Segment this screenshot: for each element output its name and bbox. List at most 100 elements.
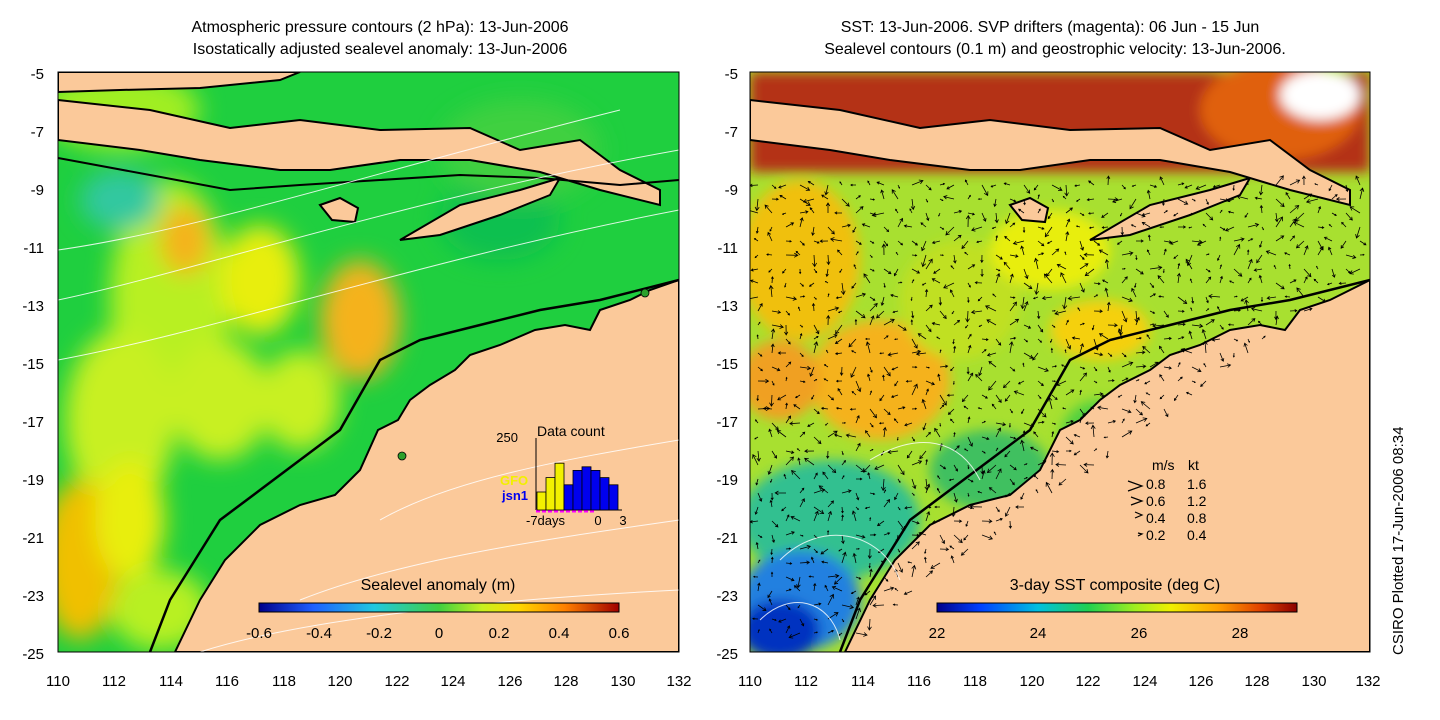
velocity-arrow xyxy=(850,366,857,378)
velocity-arrow xyxy=(813,341,819,354)
velocity-arrow xyxy=(1131,184,1137,187)
velocity-arrow xyxy=(911,365,918,369)
velocity-arrow xyxy=(824,184,829,196)
velocity-arrow xyxy=(768,598,773,606)
velocity-arrow xyxy=(827,464,837,474)
velocity-arrow xyxy=(785,514,790,522)
velocity-arrow xyxy=(953,534,963,544)
velocity-arrow xyxy=(1301,175,1306,186)
velocity-arrow xyxy=(769,628,773,634)
velocity-arrow xyxy=(768,284,774,298)
velocity-arrow xyxy=(869,568,873,578)
velocity-arrow xyxy=(764,204,773,214)
velocity-arrow xyxy=(1130,224,1137,228)
right-xtick: 124 xyxy=(1132,673,1157,690)
velocity-arrow xyxy=(981,469,986,480)
data-count-bar xyxy=(545,477,556,511)
sst-colorbar-tick: 22 xyxy=(929,625,946,642)
velocity-arrow xyxy=(755,541,759,550)
velocity-arrow xyxy=(964,179,969,186)
velocity-arrow xyxy=(864,337,870,341)
velocity-arrow xyxy=(1023,463,1028,466)
velocity-arrow xyxy=(995,394,1002,404)
velocity-arrow xyxy=(951,310,955,315)
velocity-arrow xyxy=(854,318,858,326)
velocity-arrow xyxy=(934,505,940,509)
velocity-arrow xyxy=(869,240,875,244)
sst-colorbar-tick: 26 xyxy=(1131,625,1148,642)
velocity-arrow xyxy=(1051,431,1055,438)
velocity-arrow xyxy=(1188,330,1193,340)
velocity-arrow xyxy=(1079,389,1082,396)
velocity-arrow xyxy=(953,345,957,354)
velocity-arrow xyxy=(807,180,815,186)
velocity-arrow xyxy=(1121,267,1126,270)
velocity-arrow xyxy=(946,393,955,397)
velocity-arrow xyxy=(841,534,845,545)
velocity-arrow xyxy=(953,319,961,326)
velocity-arrow xyxy=(976,240,983,244)
left-ytick: -23 xyxy=(22,588,44,605)
velocity-arrow xyxy=(799,380,806,383)
velocity-arrow xyxy=(752,617,759,621)
velocity-arrow xyxy=(993,198,997,208)
velocity-arrow xyxy=(1079,240,1085,251)
velocity-arrow xyxy=(939,364,949,369)
velocity-arrow xyxy=(1303,276,1308,284)
velocity-arrow xyxy=(1015,505,1024,509)
velocity-arrow xyxy=(771,324,784,329)
velocity-arrow xyxy=(883,532,891,536)
velocity-arrow xyxy=(852,552,857,564)
velocity-arrow xyxy=(1219,363,1232,368)
velocity-arrow xyxy=(1258,184,1264,196)
velocity-arrow xyxy=(1247,222,1260,228)
velocity-arrow xyxy=(1004,235,1011,242)
velocity-arrow xyxy=(841,551,847,564)
velocity-arrow xyxy=(931,321,941,326)
velocity-arrow xyxy=(777,394,787,401)
velocity-arrow xyxy=(1205,319,1215,326)
velocity-arrow xyxy=(883,408,891,416)
velocity-arrow xyxy=(770,276,774,284)
sealevel-colorbar-tick: 0.6 xyxy=(609,625,630,642)
velocity-arrow xyxy=(894,492,899,501)
velocity-arrow xyxy=(967,194,971,200)
velocity-arrow xyxy=(771,450,778,459)
velocity-arrow xyxy=(834,352,843,356)
velocity-arrow xyxy=(1009,336,1017,340)
velocity-arrow xyxy=(799,282,804,287)
velocity-arrow xyxy=(813,582,817,592)
velocity-arrow xyxy=(1327,246,1333,256)
velocity-arrow xyxy=(1037,194,1040,200)
velocity-arrow xyxy=(1275,198,1285,208)
velocity-arrow xyxy=(855,292,867,298)
velocity-arrow xyxy=(1107,366,1111,373)
velocity-arrow xyxy=(755,478,759,486)
velocity-arrow xyxy=(1158,345,1165,354)
velocity-arrow xyxy=(1141,212,1151,217)
velocity-arrow xyxy=(946,184,955,190)
timor-island xyxy=(399,176,563,241)
shelf-contour-sst xyxy=(838,278,1370,652)
velocity-arrow xyxy=(893,268,899,277)
velocity-arrow xyxy=(1345,212,1353,221)
velocity-arrow xyxy=(988,380,997,391)
velocity-arrow xyxy=(778,184,787,189)
velocity-arrow xyxy=(1159,176,1165,186)
velocity-arrow xyxy=(1106,301,1111,312)
velocity-arrow xyxy=(905,379,913,383)
left-ytick: -17 xyxy=(22,414,44,431)
velocity-arrow xyxy=(869,517,872,522)
velocity-arrow xyxy=(785,588,792,592)
velocity-arrow xyxy=(1135,408,1143,416)
velocity-arrow xyxy=(809,366,815,377)
velocity-arrow xyxy=(1303,268,1312,278)
velocity-arrow xyxy=(766,253,773,256)
velocity-arrow xyxy=(813,618,819,621)
velocity-arrow xyxy=(1246,249,1250,256)
velocity-arrow xyxy=(793,404,801,410)
velocity-arrow xyxy=(799,560,811,565)
velocity-arrow xyxy=(813,296,817,300)
plot-timestamp: CSIRO Plotted 17-Jun-2006 08:34 xyxy=(1390,426,1407,655)
velocity-arrow xyxy=(1065,319,1069,326)
